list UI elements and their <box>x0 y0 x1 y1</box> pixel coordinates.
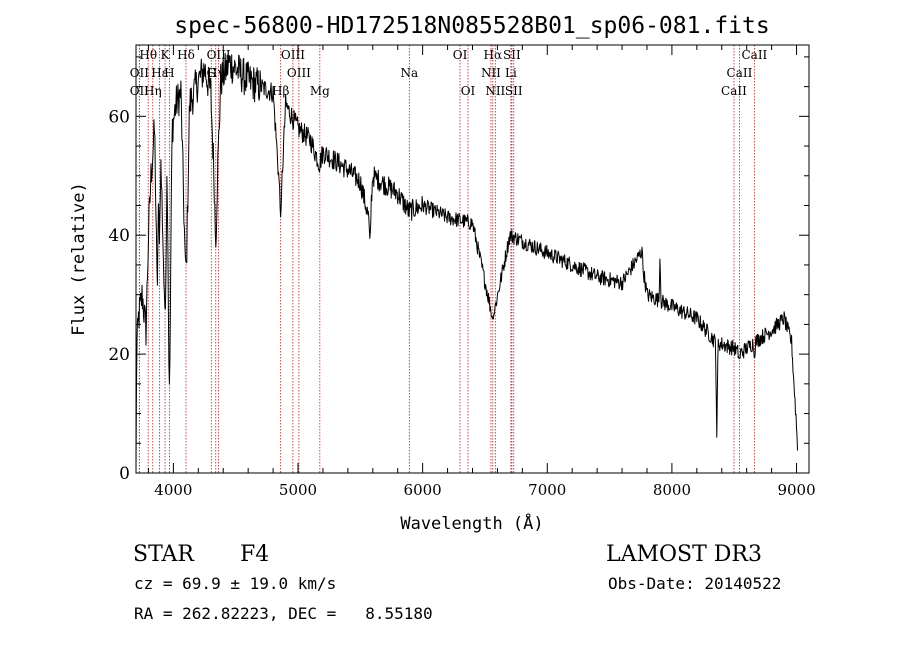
line-marker-label: G <box>206 66 216 80</box>
x-tick-label: 7000 <box>528 481 566 499</box>
axis-ticks: 4000 5000 6000 7000 8000 9000 0 20 40 60 <box>108 45 816 499</box>
line-marker-label: OII <box>130 84 150 98</box>
line-marker-label: SII <box>503 48 521 62</box>
line-marker-label: OI <box>453 48 468 62</box>
line-marker-label: Hθ <box>139 48 157 62</box>
obs-date: Obs-Date: 20140522 <box>608 574 781 593</box>
line-marker-label: CaII <box>741 48 767 62</box>
line-markers: HθOIIOIIHηKHεHHδGOIIIHγHβOIIIOIIIMgNaOIO… <box>130 45 768 473</box>
y-tick-label: 40 <box>108 226 130 246</box>
line-marker-label: Li <box>505 66 517 80</box>
line-marker-label: NII <box>485 84 505 98</box>
line-marker-label: Hα <box>484 48 503 62</box>
y-tick-label: 20 <box>108 345 130 365</box>
line-marker-label: OI <box>461 84 476 98</box>
line-marker-label: OIII <box>287 66 311 80</box>
redshift-info: cz = 69.9 ± 19.0 km/s <box>134 574 336 593</box>
y-axis-label: Flux (relative) <box>69 182 89 336</box>
object-subclass: F4 <box>240 542 269 567</box>
x-tick-label: 9000 <box>777 481 815 499</box>
survey-label: LAMOST DR3 <box>606 542 762 567</box>
x-tick-label: 8000 <box>653 481 691 499</box>
line-marker-label: Mg <box>310 84 330 98</box>
x-tick-label: 4000 <box>154 481 192 499</box>
line-marker-label: NII <box>481 66 501 80</box>
line-marker-label: K <box>161 48 171 62</box>
line-marker-label: Hδ <box>177 48 195 62</box>
line-marker-label: H <box>164 66 174 80</box>
line-marker-label: Na <box>400 66 418 80</box>
object-class: STAR <box>133 542 195 567</box>
x-axis-label: Wavelength (Å) <box>400 512 543 534</box>
line-marker-label: CaII <box>721 84 747 98</box>
line-marker-label: Hη <box>144 84 162 98</box>
line-marker-label: SII <box>505 84 523 98</box>
spectrum-series <box>135 53 798 468</box>
y-tick-label: 60 <box>108 107 130 127</box>
coordinates-info: RA = 262.82223, DEC = 8.55180 <box>134 604 433 623</box>
line-marker-label: Hβ <box>272 84 289 98</box>
line-marker-label: CaII <box>727 66 753 80</box>
y-tick-label: 0 <box>119 464 130 484</box>
x-tick-label: 5000 <box>279 481 317 499</box>
x-tick-label: 6000 <box>404 481 442 499</box>
plot-frame <box>135 44 810 474</box>
line-marker-label: OIII <box>281 48 305 62</box>
chart-title: spec-56800-HD172518N085528B01_sp06-081.f… <box>174 13 769 39</box>
line-marker-label: Hε <box>151 66 168 80</box>
spectrum-line <box>135 53 798 468</box>
